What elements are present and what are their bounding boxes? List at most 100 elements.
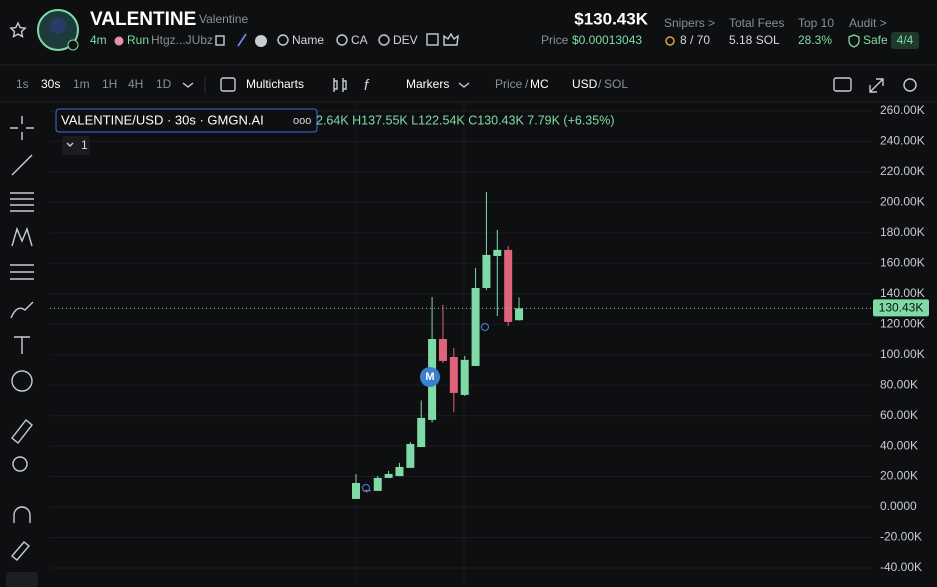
indicator-count: 1 — [81, 138, 88, 152]
candle-body — [384, 473, 393, 478]
candle-body — [460, 359, 469, 395]
zoom-tool[interactable] — [12, 456, 28, 472]
crown-icon[interactable] — [443, 32, 459, 46]
candle-body — [493, 249, 502, 256]
fullscreen-icon[interactable] — [869, 78, 884, 93]
indicator-toggle[interactable] — [62, 136, 90, 155]
usd-toggle[interactable]: USD — [572, 77, 598, 91]
y-tick-label: 80.00K — [880, 377, 918, 391]
ohlc-text: 2.64K H137.55K L122.54K C130.43K 7.79K (… — [316, 113, 614, 127]
token-subname: Valentine — [199, 12, 248, 26]
mc-toggle[interactable]: MC — [530, 77, 549, 91]
drawing-tools — [6, 116, 38, 587]
search-name[interactable]: Name — [292, 33, 324, 47]
token-name: VALENTINE — [90, 9, 196, 30]
y-tick-label: 180.00K — [880, 225, 925, 239]
multicharts[interactable]: Multicharts — [246, 77, 304, 91]
interval[interactable]: 1m — [73, 77, 90, 91]
markers[interactable]: Markers — [406, 77, 449, 91]
y-tick-label: 260.00K — [880, 103, 925, 117]
y-tick-label: 160.00K — [880, 255, 925, 269]
candle-body — [504, 249, 513, 322]
brush-tool[interactable] — [10, 301, 34, 319]
link-icon[interactable] — [237, 33, 247, 47]
line-tool[interactable] — [11, 154, 33, 176]
pattern-tool[interactable] — [11, 226, 33, 247]
y-tick-label: -40.00K — [880, 560, 922, 574]
sniper-icon — [665, 36, 675, 46]
ruler-tool[interactable] — [11, 418, 33, 445]
text-tool[interactable] — [14, 336, 30, 354]
event-marker — [481, 323, 489, 331]
hide-tool[interactable] — [6, 572, 38, 587]
candle-type-icon[interactable] — [333, 78, 347, 92]
y-tick-label: -20.00K — [880, 530, 922, 544]
price: $0.00013043 — [572, 33, 642, 47]
last-price-box — [873, 299, 929, 317]
stat-value: Safe — [863, 33, 888, 47]
price-label: Price — [541, 33, 569, 47]
lock-tool[interactable] — [10, 541, 31, 561]
interval[interactable]: 4H — [128, 77, 143, 91]
audit-badge: 4/4 — [897, 33, 914, 47]
market-cap: $130.43K — [574, 9, 648, 28]
stat-label: Top 10 — [798, 16, 834, 30]
crosshair-tool[interactable] — [10, 116, 34, 140]
stat-label[interactable]: Snipers > — [664, 16, 715, 30]
projection-tool[interactable] — [10, 264, 34, 280]
y-tick-label: 60.00K — [880, 408, 918, 422]
emoji-tool[interactable] — [11, 370, 33, 392]
interval-active[interactable]: 30s — [41, 77, 60, 91]
candle-body — [449, 356, 458, 393]
candle-body — [471, 287, 480, 366]
chevron[interactable] — [66, 142, 74, 147]
dropdown-icon[interactable] — [458, 82, 470, 88]
last-price-label: 130.43K — [879, 301, 924, 315]
y-tick-label: 220.00K — [880, 164, 925, 178]
favorite-star[interactable] — [9, 21, 27, 38]
stat-label: Total Fees — [729, 16, 784, 30]
dropdown-icon[interactable] — [182, 82, 194, 88]
shield-icon — [848, 34, 860, 48]
stat-label[interactable]: Audit > — [849, 16, 887, 30]
interval[interactable]: 1D — [156, 77, 172, 91]
stat-value: 5.18 SOL — [729, 33, 780, 47]
indicators-icon[interactable]: f — [364, 77, 370, 94]
y-tick-label: 140.00K — [880, 286, 925, 300]
fib-tool[interactable] — [10, 192, 34, 212]
candle-body — [395, 466, 404, 477]
plot: 260.00K240.00K220.00K200.00K180.00K160.0… — [50, 103, 929, 574]
sol-toggle[interactable]: SOL — [604, 77, 628, 91]
price-toggle[interactable]: Price — [495, 77, 523, 91]
social-icon[interactable] — [255, 35, 267, 47]
y-tick-label: 40.00K — [880, 438, 918, 452]
tag-icon — [114, 36, 124, 46]
search-icon[interactable] — [277, 34, 289, 46]
search-icon[interactable] — [336, 34, 348, 46]
legend-box[interactable] — [55, 108, 318, 133]
y-tick-label: 120.00K — [880, 316, 925, 330]
candle-body — [417, 417, 426, 448]
screenshot-icon[interactable] — [833, 77, 852, 92]
candle-body — [515, 308, 524, 321]
candle-body — [373, 477, 382, 491]
badge — [891, 32, 919, 49]
copy-icon[interactable] — [215, 35, 225, 46]
interval[interactable]: 1H — [102, 77, 117, 91]
slash: / — [525, 77, 529, 91]
share-icon[interactable] — [426, 33, 439, 46]
event-marker — [362, 484, 370, 492]
settings-icon[interactable] — [903, 78, 917, 92]
candle-body — [362, 490, 371, 492]
multicharts-icon[interactable] — [220, 77, 236, 92]
migration-marker-label: M — [425, 371, 434, 383]
more-icon[interactable]: ooo — [293, 115, 311, 127]
chart-title: VALENTINE/USD · 30s · GMGN.AI — [61, 112, 264, 127]
search-icon[interactable] — [378, 34, 390, 46]
interval[interactable]: 1s — [16, 77, 29, 91]
search-ca[interactable]: CA — [351, 33, 368, 47]
search-dev[interactable]: DEV — [393, 33, 418, 47]
magnet-tool[interactable] — [13, 506, 31, 523]
